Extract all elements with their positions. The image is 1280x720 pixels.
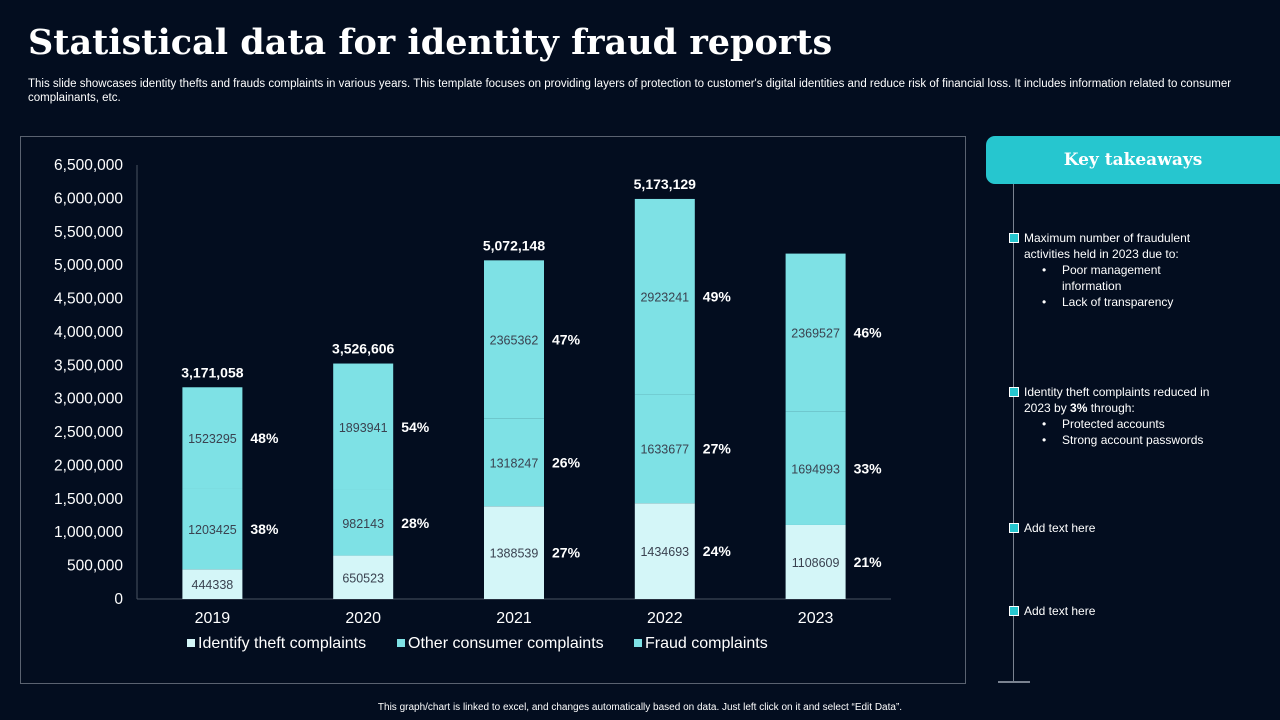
bar-total-label: 3,171,058 (181, 364, 243, 380)
takeaway-bullet: Strong account passwords (1042, 432, 1239, 448)
y-tick-label: 3,500,000 (54, 357, 123, 374)
bar-value-label: 1893941 (339, 421, 388, 435)
x-tick-label: 2020 (345, 610, 381, 627)
y-tick-label: 3,000,000 (54, 391, 123, 408)
bar-value-label: 444338 (192, 578, 234, 592)
bar-total-label: 3,526,606 (332, 341, 394, 357)
bar-other-consumer (484, 418, 544, 507)
y-tick-label: 2,500,000 (54, 424, 123, 441)
bar-value-label: 1694993 (791, 462, 840, 476)
takeaway-bullet: Lack of transparency (1042, 294, 1239, 310)
key-takeaways-header: Key takeaways (986, 136, 1280, 184)
takeaway-bullets: Protected accounts Strong account passwo… (1024, 416, 1239, 448)
timeline-dot-icon (1009, 606, 1019, 616)
page-title: Statistical data for identity fraud repo… (28, 22, 833, 63)
bar-value-label: 1523295 (188, 432, 237, 446)
timeline-dot-icon (1009, 233, 1019, 243)
bar-fraud (333, 363, 394, 490)
bar-percent-label: 27% (552, 545, 581, 561)
takeaway-text-post: through: (1087, 401, 1135, 415)
takeaway-text-bold: 3% (1070, 401, 1088, 415)
bar-total-label: 5,173,129 (634, 176, 696, 192)
y-tick-label: 0 (114, 591, 123, 608)
takeaway-bullet: Protected accounts (1042, 416, 1239, 432)
bar-percent-label: 28% (401, 515, 430, 531)
x-tick-label: 2019 (195, 610, 231, 627)
bar-other-consumer (182, 488, 243, 570)
legend-swatch (187, 639, 195, 647)
bar-value-label: 1388539 (490, 547, 539, 561)
bar-value-label: 650523 (342, 571, 384, 585)
bar-value-label: 1434693 (640, 545, 689, 559)
takeaway-bullets: Poor management information Lack of tran… (1024, 262, 1239, 310)
bar-fraud (634, 198, 695, 395)
bar-value-label: 982143 (342, 517, 384, 531)
legend-label: Identify theft complaints (198, 635, 366, 652)
bar-identity-theft (785, 524, 846, 599)
y-tick-label: 1,500,000 (54, 491, 123, 508)
legend-swatch (634, 639, 642, 647)
bar-value-label: 1108609 (792, 556, 840, 570)
bar-other-consumer (634, 394, 695, 504)
bar-value-label: 1203425 (188, 523, 237, 537)
stacked-bar-chart: 0 500,000 1,000,000 1,500,000 2,000,000 2,500… (54, 157, 891, 652)
bar-value-label: 1318247 (490, 456, 539, 470)
bar-percent-label: 24% (703, 543, 732, 559)
bar-percent-label: 38% (250, 521, 279, 537)
bar-value-label: 2369527 (791, 327, 840, 341)
bar-fraud (484, 260, 544, 419)
bar-percent-label: 33% (854, 460, 883, 476)
y-tick-label: 4,500,000 (54, 291, 123, 308)
takeaway-text: Maximum number of fraudulent activities … (1024, 231, 1191, 261)
page-subtitle: This slide showcases identity thefts and… (28, 78, 1232, 104)
bar-other-consumer (333, 489, 394, 556)
bar-percent-label: 47% (552, 331, 581, 347)
bar-percent-label: 48% (250, 430, 279, 446)
bar-value-label: 2365362 (490, 333, 539, 347)
takeaway-text-pre: Identity theft complaints reduced in 202… (1024, 385, 1210, 415)
bar-fraud (182, 387, 243, 489)
y-tick-label: 6,000,000 (54, 190, 123, 207)
bar-value-label: 1633677 (640, 443, 689, 457)
y-tick-label: 5,000,000 (54, 257, 123, 274)
timeline-base (998, 681, 1030, 683)
bar-percent-label: 27% (703, 441, 732, 457)
chart-container: 0 500,000 1,000,000 1,500,000 2,000,000 2,500… (20, 136, 966, 684)
legend-swatch (397, 639, 405, 647)
bar-percent-label: 54% (401, 419, 430, 435)
takeaway-text: Add text here (1024, 521, 1096, 535)
bar-percent-label: 49% (703, 289, 732, 305)
y-tick-label: 500,000 (67, 558, 123, 575)
bar-identity-theft (484, 506, 544, 599)
bar-identity-theft (333, 555, 394, 599)
bar-identity-theft (634, 503, 695, 599)
y-tick-label: 5,500,000 (54, 224, 123, 241)
bar-total-label: 5,072,148 (483, 237, 545, 253)
takeaway-bullet: Poor management information (1042, 262, 1202, 294)
footer-note: This graph/chart is linked to excel, and… (377, 702, 903, 713)
x-tick-label: 2023 (798, 610, 834, 627)
timeline-line (1013, 184, 1014, 682)
y-tick-label: 6,500,000 (54, 157, 123, 174)
bar-percent-label: 21% (854, 554, 883, 570)
bar-value-label: 2923241 (640, 291, 689, 305)
bar-percent-label: 46% (854, 325, 883, 341)
timeline-dot-icon (1009, 523, 1019, 533)
y-tick-label: 4,000,000 (54, 324, 123, 341)
bar-identity-theft (182, 569, 243, 599)
x-tick-label: 2021 (496, 610, 532, 627)
bar-other-consumer (785, 411, 846, 525)
y-tick-label: 1,000,000 (54, 524, 123, 541)
bar-fraud (785, 253, 846, 412)
bar-percent-label: 26% (552, 454, 581, 470)
timeline-dot-icon (1009, 387, 1019, 397)
x-tick-label: 2022 (647, 610, 683, 627)
takeaway-text: Identity theft complaints reduced in 202… (1024, 384, 1239, 416)
legend-label: Other consumer complaints (408, 635, 604, 652)
takeaway-text: Add text here (1024, 604, 1096, 618)
legend-label: Fraud complaints (645, 635, 768, 652)
y-tick-label: 2,000,000 (54, 457, 123, 474)
